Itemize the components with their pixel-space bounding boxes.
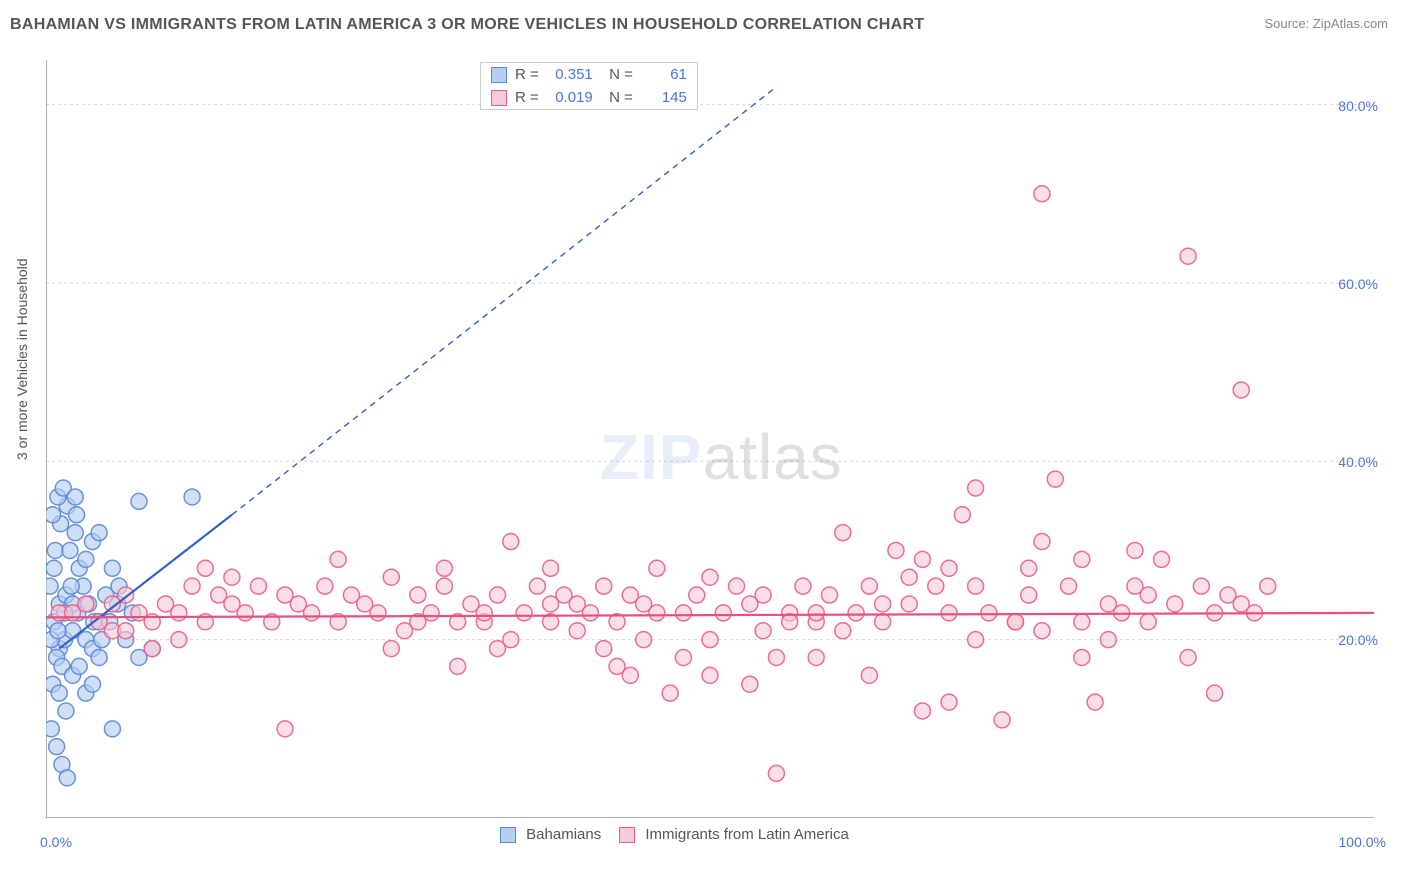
stat-n-value: 145	[641, 89, 687, 106]
chart-title: BAHAMIAN VS IMMIGRANTS FROM LATIN AMERIC…	[10, 16, 924, 34]
x-tick-label: 0.0%	[40, 834, 72, 850]
legend-swatch	[500, 827, 516, 843]
stat-label: R =	[515, 89, 539, 106]
stat-r-value: 0.019	[547, 89, 593, 106]
legend-item: Immigrants from Latin America	[619, 826, 849, 843]
legend-swatch	[619, 827, 635, 843]
stat-row: R = 0.351 N = 61	[481, 63, 697, 86]
legend-label: Bahamians	[526, 826, 601, 843]
y-axis-label: 3 or more Vehicles in Household	[14, 258, 30, 460]
stat-n-value: 61	[641, 66, 687, 83]
stat-label: N =	[601, 89, 633, 106]
y-tick-label: 20.0%	[1318, 632, 1378, 648]
stat-label: R =	[515, 66, 539, 83]
legend-item: Bahamians	[500, 826, 601, 843]
series-swatch	[491, 90, 507, 106]
chart-source: Source: ZipAtlas.com	[1264, 16, 1388, 31]
y-tick-label: 80.0%	[1318, 98, 1378, 114]
stat-r-value: 0.351	[547, 66, 593, 83]
y-tick-label: 40.0%	[1318, 454, 1378, 470]
chart-legend: Bahamians Immigrants from Latin America	[500, 826, 849, 843]
x-tick-label: 100.0%	[1339, 834, 1386, 850]
stat-row: R = 0.019 N = 145	[481, 86, 697, 109]
correlation-stats-box: R = 0.351 N = 61 R = 0.019 N = 145	[480, 62, 698, 110]
stat-label: N =	[601, 66, 633, 83]
series-swatch	[491, 67, 507, 83]
scatter-plot	[46, 60, 1374, 818]
y-tick-label: 60.0%	[1318, 276, 1378, 292]
legend-label: Immigrants from Latin America	[645, 826, 848, 843]
